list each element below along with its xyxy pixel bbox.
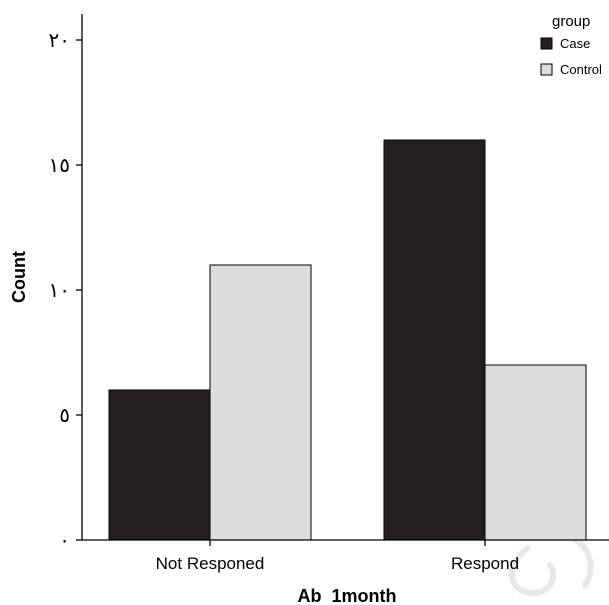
axes <box>81 14 609 541</box>
y-tick-label: ٥ <box>59 403 70 427</box>
legend-swatch-case <box>540 37 553 50</box>
legend-swatch-control <box>540 63 553 76</box>
x-axis-title: Ab 1month <box>298 586 397 605</box>
y-axis-title: Count <box>9 251 29 303</box>
y-ticks: ٠ ٥ ١٠ ١٥ ٢٠ <box>49 28 82 552</box>
bar-case-1 <box>108 389 211 541</box>
legend: group Case Control <box>540 13 602 77</box>
legend-label-case: Case <box>560 36 590 51</box>
y-tick-label: ٢٠ <box>49 28 70 52</box>
y-tick-label: ١٥ <box>49 153 70 177</box>
bar-case-2 <box>383 139 486 541</box>
y-tick-label: ٠ <box>59 528 70 552</box>
legend-label-control: Control <box>560 62 602 77</box>
watermark <box>509 537 594 597</box>
bar-control-1 <box>209 264 312 541</box>
y-tick-label: ١٠ <box>49 278 70 302</box>
legend-title: group <box>552 13 590 30</box>
x-tick-label: Not Responed <box>156 554 265 573</box>
bars <box>108 139 587 541</box>
bar-control-2 <box>484 364 587 541</box>
x-tick-label: Respond <box>451 554 519 573</box>
x-ticks: Not Responed Respond <box>156 540 519 573</box>
